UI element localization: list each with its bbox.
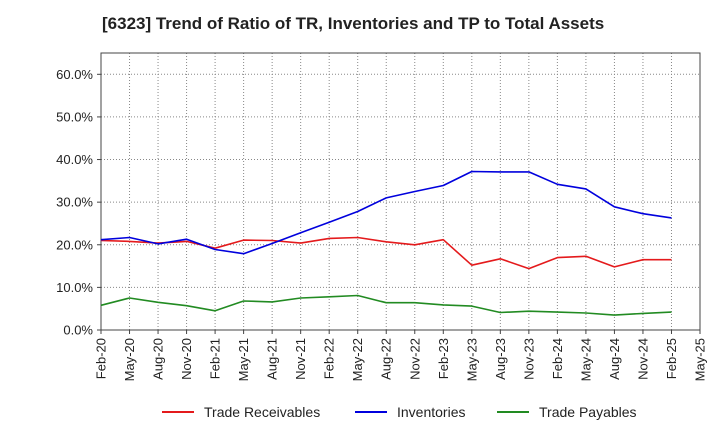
y-tick-label: 30.0% — [56, 195, 93, 210]
x-tick-label: Nov-20 — [179, 338, 194, 380]
chart-title: [6323] Trend of Ratio of TR, Inventories… — [102, 14, 605, 33]
axes — [97, 52, 701, 334]
x-tick-label: Nov-24 — [635, 338, 650, 380]
x-tick-label: Nov-23 — [521, 338, 536, 380]
x-tick-label: May-21 — [236, 338, 251, 381]
x-tick-label: May-25 — [693, 338, 708, 381]
legend-label: Trade Receivables — [204, 404, 321, 420]
x-tick-labels: Feb-20 May-20 Aug-20 Nov-20 Feb-21 May-21 Aug-… — [94, 338, 708, 381]
x-tick-label: Aug-24 — [607, 338, 622, 380]
x-tick-label: Feb-25 — [664, 338, 679, 379]
legend-label: Inventories — [397, 404, 466, 420]
y-tick-label: 60.0% — [56, 67, 93, 82]
line-chart: 0.0% 10.0% 20.0% 30.0% 40.0% 50.0% 60.0% Feb-2… — [56, 52, 708, 381]
y-tick-label: 50.0% — [56, 109, 93, 124]
x-tick-label: Nov-21 — [293, 338, 308, 380]
legend-label: Trade Payables — [539, 404, 637, 420]
plot-frame — [100, 52, 701, 331]
legend-item-trade-receivables: Trade Receivables — [162, 404, 320, 420]
x-tick-label: May-20 — [122, 338, 137, 381]
legend-item-inventories: Inventories — [355, 404, 465, 420]
x-tick-label: May-24 — [578, 338, 593, 381]
y-tick-label: 0.0% — [63, 323, 93, 338]
series-line-trade-receivables — [100, 236, 672, 270]
y-tick-labels: 0.0% 10.0% 20.0% 30.0% 40.0% 50.0% 60.0% — [56, 67, 93, 338]
x-tick-label: Feb-23 — [436, 338, 451, 379]
x-tick-label: Feb-20 — [94, 338, 109, 379]
series-line-inventories — [100, 170, 672, 255]
x-tick-label: Feb-21 — [208, 338, 223, 379]
x-tick-label: Nov-22 — [407, 338, 422, 380]
x-tick-label: Aug-22 — [379, 338, 394, 380]
x-tick-label: Aug-21 — [265, 338, 280, 380]
x-tick-label: May-23 — [464, 338, 479, 381]
x-tick-label: May-22 — [350, 338, 365, 381]
legend-swatch — [162, 411, 194, 413]
series-line-trade-payables — [100, 294, 672, 316]
x-tick-label: Aug-23 — [493, 338, 508, 380]
legend: Trade Receivables Inventories Trade Payabl… — [0, 404, 720, 426]
legend-item-trade-payables: Trade Payables — [497, 404, 637, 420]
legend-swatch — [497, 411, 529, 413]
y-tick-label: 10.0% — [56, 280, 93, 295]
y-tick-label: 20.0% — [56, 237, 93, 252]
x-tick-label: Feb-22 — [322, 338, 337, 379]
y-tick-label: 40.0% — [56, 152, 93, 167]
x-tick-label: Aug-20 — [151, 338, 166, 380]
x-tick-label: Feb-24 — [550, 338, 565, 379]
legend-swatch — [355, 411, 387, 413]
grid — [100, 53, 701, 331]
series-lines — [100, 170, 672, 316]
